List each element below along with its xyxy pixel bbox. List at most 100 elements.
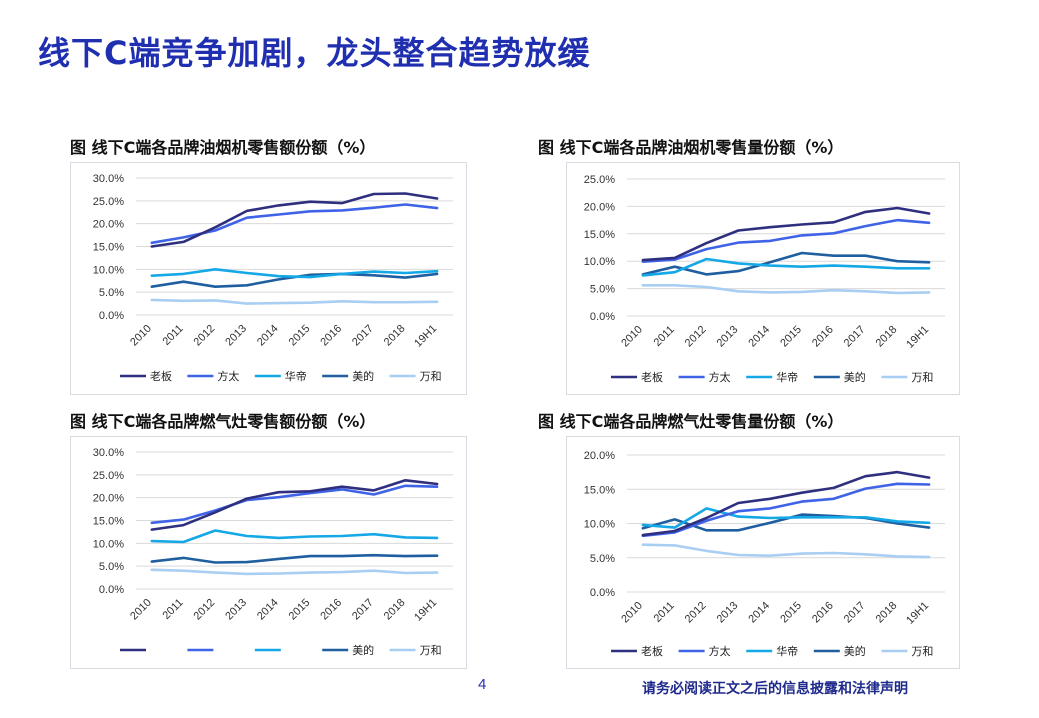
x-tick-label: 2011 — [652, 324, 677, 349]
x-tick-label: 2017 — [350, 323, 376, 349]
x-tick-label: 19H1 — [412, 323, 439, 350]
y-tick-label: 10.0% — [584, 256, 615, 268]
legend-label: 老板 — [150, 369, 172, 383]
legend-label: 老板 — [641, 644, 663, 658]
y-tick-label: 10.0% — [93, 264, 124, 276]
legend-label: 华帝 — [776, 644, 798, 658]
legend-label: 美的 — [352, 369, 374, 383]
chart-title: 图 线下C端各品牌油烟机零售额份额（%） — [70, 138, 376, 157]
series-line — [150, 192, 439, 248]
legend-label: 万和 — [420, 644, 442, 657]
y-tick-label: 30.0% — [93, 447, 124, 459]
x-tick-label: 2017 — [842, 600, 868, 626]
legal-disclaimer-note: 请务必阅读正文之后的信息披露和法律声明 — [642, 681, 908, 697]
x-tick-label: 2011 — [160, 597, 185, 622]
series-line — [641, 284, 931, 295]
x-tick-label: 2011 — [652, 600, 677, 625]
x-tick-label: 2015 — [287, 597, 313, 623]
series-line — [150, 298, 439, 305]
page-title: 线下C端竞争加剧，龙头整合趋势放缓 — [38, 34, 591, 72]
x-tick-label: 2017 — [350, 597, 376, 623]
x-tick-label: 2010 — [619, 600, 645, 626]
chart-frame: 0.0% 5.0% 10.0% 15.0% 20.0% 25.0% 30.0% 2010 201… — [70, 162, 467, 395]
series-line — [150, 553, 439, 564]
series-line — [150, 529, 439, 544]
series-line — [641, 206, 931, 262]
y-tick-label: 5.0% — [590, 284, 615, 296]
x-tick-label: 2012 — [683, 324, 709, 350]
legend-label: 万和 — [911, 645, 933, 658]
legend-label: 方太 — [217, 369, 239, 383]
x-tick-label: 2016 — [318, 597, 344, 623]
legend-label: 方太 — [709, 370, 731, 384]
x-tick-label: 2015 — [778, 600, 804, 626]
x-tick-label: 2016 — [810, 324, 836, 350]
legend-label: 华帝 — [285, 369, 307, 383]
chart-frame: 0.0% 5.0% 10.0% 15.0% 20.0% 2010 2011 2012 2013 2… — [566, 436, 960, 669]
x-tick-label: 2018 — [382, 597, 408, 623]
x-tick-label: 2010 — [619, 324, 645, 350]
x-tick-label: 2014 — [255, 597, 281, 623]
chart-frame: 0.0% 5.0% 10.0% 15.0% 20.0% 25.0% 2010 2011 2012… — [566, 162, 960, 395]
series-line — [641, 218, 931, 263]
y-tick-label: 5.0% — [99, 287, 124, 299]
y-tick-label: 0.0% — [590, 311, 615, 323]
y-tick-label: 15.0% — [584, 484, 615, 496]
y-tick-label: 25.0% — [584, 174, 615, 186]
y-tick-label: 10.0% — [584, 519, 615, 531]
y-tick-label: 20.0% — [93, 493, 124, 505]
y-tick-label: 25.0% — [93, 470, 124, 482]
series-line — [150, 484, 439, 525]
legend-label: 美的 — [352, 643, 374, 657]
y-tick-label: 20.0% — [93, 219, 124, 231]
x-tick-label: 2014 — [746, 600, 772, 626]
legend-label: 美的 — [844, 644, 866, 658]
legend-label: 美的 — [844, 370, 866, 384]
series-line — [150, 268, 439, 279]
x-tick-label: 2010 — [128, 323, 154, 349]
series-line — [150, 478, 439, 531]
x-tick-label: 2013 — [715, 324, 741, 350]
x-tick-label: 2017 — [842, 324, 868, 350]
x-tick-label: 2015 — [287, 323, 313, 349]
x-tick-label: 19H1 — [904, 600, 931, 627]
y-tick-label: 0.0% — [99, 310, 124, 322]
page-number: 4 — [478, 676, 487, 693]
y-tick-label: 20.0% — [584, 450, 615, 462]
chart-title: 图 线下C端各品牌油烟机零售量份额（%） — [538, 138, 844, 157]
y-tick-label: 5.0% — [590, 553, 615, 565]
series-line — [641, 251, 931, 276]
x-tick-label: 2016 — [810, 600, 836, 626]
legend-label: 华帝 — [776, 370, 798, 384]
y-tick-label: 15.0% — [93, 242, 124, 254]
legend-label: 万和 — [420, 370, 442, 383]
series-line — [150, 568, 439, 576]
x-tick-label: 2014 — [746, 324, 772, 350]
y-tick-label: 0.0% — [99, 584, 124, 596]
y-tick-label: 5.0% — [99, 561, 124, 573]
chart-title: 图 线下C端各品牌燃气灶零售量份额（%） — [538, 412, 844, 431]
x-tick-label: 19H1 — [412, 597, 439, 624]
x-tick-label: 2015 — [778, 324, 804, 350]
y-tick-label: 0.0% — [590, 587, 615, 599]
y-tick-label: 15.0% — [93, 516, 124, 528]
x-tick-label: 2016 — [318, 323, 344, 349]
x-tick-label: 2012 — [192, 597, 218, 623]
y-tick-label: 25.0% — [93, 196, 124, 208]
x-tick-label: 2018 — [874, 324, 900, 350]
y-tick-label: 10.0% — [93, 538, 124, 550]
legend-label: 万和 — [911, 371, 933, 384]
series-line — [641, 257, 931, 277]
x-tick-label: 2013 — [223, 323, 249, 349]
series-line — [641, 507, 931, 529]
series-line — [641, 470, 931, 537]
chart-svg: 0.0%5.0%10.0%15.0%20.0%25.0%30.0%2010 201… — [93, 447, 453, 657]
chart-svg: 0.0%5.0%10.0%15.0%20.0%2010 2011 2012 2013 2… — [584, 450, 945, 658]
x-tick-label: 2012 — [683, 600, 709, 626]
x-tick-label: 2013 — [715, 600, 741, 626]
chart-title: 图 线下C端各品牌燃气灶零售额份额（%） — [70, 412, 376, 431]
chart-frame: 0.0% 5.0% 10.0% 15.0% 20.0% 25.0% 30.0% 2010 201… — [70, 436, 467, 669]
x-tick-label: 2018 — [382, 323, 408, 349]
x-tick-label: 2010 — [128, 597, 154, 623]
series-line — [641, 482, 931, 538]
